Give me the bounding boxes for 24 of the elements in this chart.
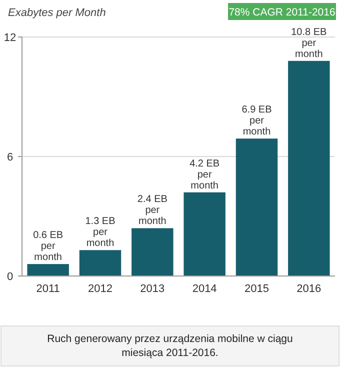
x-tick-label: 2011 (36, 283, 60, 295)
bar (79, 250, 122, 276)
bar (236, 138, 278, 276)
x-tick-label: 2014 (192, 283, 217, 295)
data-label: 10.8 EB per month (291, 26, 328, 60)
x-tick-label: 2012 (88, 283, 112, 295)
text: 78% CAGR 2011-2016 (228, 6, 336, 18)
y-tick-label: 6 (6, 152, 14, 164)
x-tick-label: 2013 (140, 283, 165, 295)
data-label: 1.3 EB per month (85, 216, 116, 250)
y-axis-title: Exabytes per Month (8, 7, 106, 19)
text: Ruch generowany przez urządzenia mobilne w ciągu miesiąca 2011-2016. (47, 333, 294, 359)
data-label: 0.6 EB per month (33, 230, 64, 264)
bar (288, 60, 330, 276)
bar (27, 264, 69, 276)
bar (184, 192, 226, 276)
y-tick-label: 12 (4, 32, 16, 44)
x-tick-label: 2016 (296, 283, 322, 295)
y-tick-label: 0 (6, 271, 14, 283)
bar (132, 228, 174, 276)
data-label: 6.9 EB per month (242, 104, 272, 138)
data-label: 2.4 EB per month (137, 194, 168, 228)
x-tick-label: 2015 (244, 283, 269, 295)
data-label: 4.2 EB per month (190, 158, 220, 192)
